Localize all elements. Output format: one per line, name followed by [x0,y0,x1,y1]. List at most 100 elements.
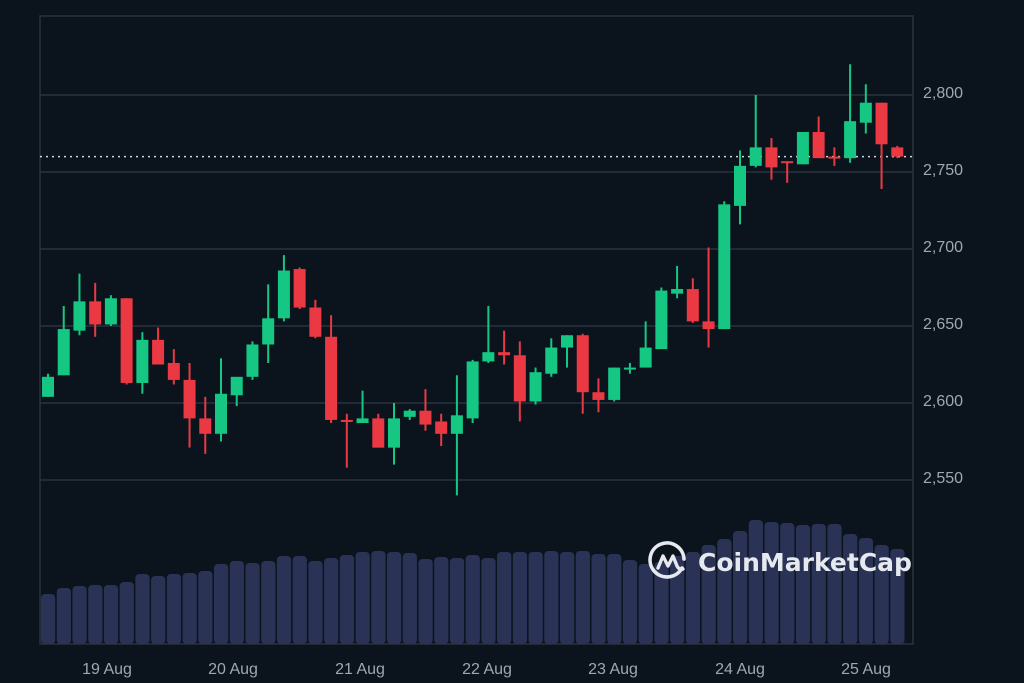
candle-up [136,339,149,383]
y-tick-label: 2,550 [923,470,964,487]
volume-bar [607,554,622,644]
volume-bar [135,574,150,644]
candle-up [749,147,762,166]
candle-down [419,410,432,425]
coinmarketcap-watermark: CoinMarketCap [648,541,912,583]
volume-bar [670,556,685,644]
volume-bar [638,564,653,644]
candle-down [498,352,511,356]
volume-bar [449,558,465,644]
candle-up [561,335,573,348]
candle-down [592,392,605,400]
candle-up [57,329,70,376]
volume-bar [843,534,858,644]
candle-down [372,418,385,448]
candle-down [435,421,448,434]
volume-bar [528,552,543,644]
volume-bar [795,525,811,644]
candle-down [702,321,715,330]
volume-bar [481,558,496,644]
candle-up [73,301,86,331]
volume-bar [434,557,449,644]
watermark-text: CoinMarketCap [698,547,912,577]
x-tick-label: 24 Aug [715,661,765,678]
y-tick-label: 2,600 [923,393,964,410]
volume-bar [622,560,638,644]
candle-up [859,102,872,123]
volume-bar [827,524,842,644]
candle-down [340,419,353,422]
x-tick-label: 25 Aug [841,661,891,678]
candle-down [765,147,778,168]
candle-up [42,376,54,397]
volume-bar [276,556,292,644]
x-tick-label: 23 Aug [588,661,638,678]
volume-bar [685,552,701,644]
x-tick-label: 21 Aug [335,661,385,678]
candle-up [482,352,495,362]
volume-bar [858,538,874,644]
volume-bar [512,552,528,644]
candle-up [466,361,479,419]
candle-up [277,270,290,319]
volume-bar [465,555,480,644]
x-tick-label: 20 Aug [208,661,258,678]
volume-bar [497,552,512,644]
volume-bar [72,586,87,644]
candle-down [152,339,165,365]
candle-up [262,318,275,345]
candle-up [639,347,652,368]
candle-down [828,156,841,159]
candle-up [230,376,243,396]
volume-bar [701,545,716,644]
volume-bar [166,574,182,644]
volume-bar [88,585,103,644]
volume-bar [748,520,763,644]
volume-bar [874,545,889,644]
candle-up [215,393,227,434]
volume-bar [654,562,669,644]
volume-bar [402,553,417,644]
volume-bar [198,571,213,644]
volume-bar [119,582,134,644]
volume-bar [371,551,386,644]
candle-up [356,418,369,424]
y-tick-label: 2,700 [923,239,964,256]
candle-down [891,147,904,157]
candle-up [450,415,463,434]
volume-bar [56,588,71,644]
y-tick-label: 2,650 [923,316,964,333]
candle-down [686,289,699,322]
coinmarketcap-logo-icon [648,541,686,579]
candle-up [718,204,731,330]
candle-up [246,344,259,377]
candle-down [576,335,589,393]
volume-bar [292,556,307,644]
candle-down [120,298,133,383]
volume-bar [229,561,244,644]
volume-bar [544,551,559,644]
candle-down [89,301,102,325]
volume-bar [261,561,276,644]
volume-bar [780,523,795,644]
volume-bar [733,531,748,644]
volume-bar [418,559,433,644]
candle-up [796,131,809,165]
volume-bar [339,555,355,644]
candle-up [844,121,857,159]
y-tick-label: 2,800 [923,85,964,102]
candle-down [293,269,306,308]
volume-bar [41,594,56,644]
candle-down [781,161,794,164]
volume-bar [182,573,197,644]
volume-bar [387,552,402,644]
candle-down [183,379,196,419]
candle-up [671,289,684,294]
volume-bar [103,585,119,644]
y-tick-label: 2,750 [923,162,964,179]
candle-down [325,336,338,420]
candle-up [545,347,558,374]
candle-down [513,355,526,402]
volume-bar [245,563,260,644]
